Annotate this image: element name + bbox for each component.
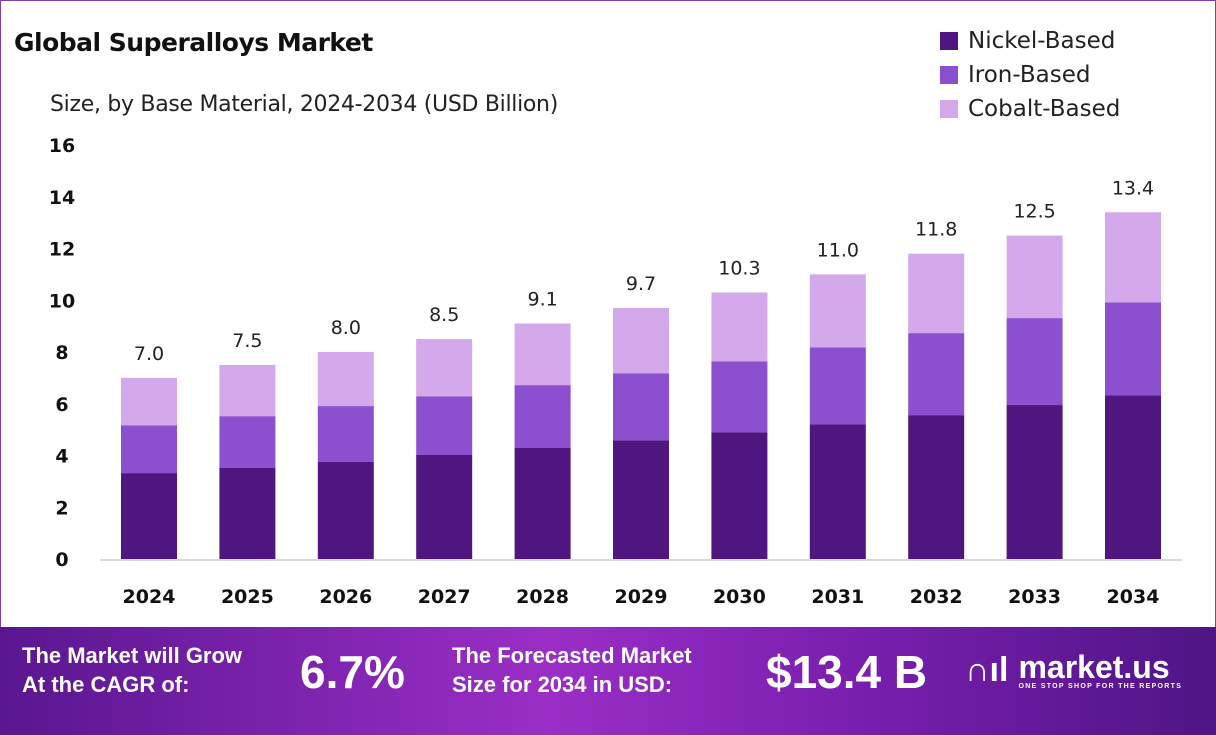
bar-segment-nickel-based: [514, 447, 571, 559]
data-label: 9.1: [527, 289, 557, 311]
cagr-label: The Market will Grow At the CAGR of:: [22, 641, 242, 699]
bar-segment-cobalt-based: [613, 308, 669, 374]
x-tick-label: 2034: [1107, 586, 1160, 608]
data-label: 11.8: [915, 219, 957, 241]
chart-title: Global Superalloys Market: [14, 28, 373, 57]
bar-segment-nickel-based: [711, 432, 768, 559]
bar-segment-nickel-based: [1006, 405, 1063, 559]
logo-name: market.us: [1018, 649, 1170, 685]
cagr-label-line: At the CAGR of:: [22, 672, 190, 697]
legend-swatch: [940, 32, 958, 50]
y-tick-label: 2: [55, 497, 68, 519]
legend-item-nickel: Nickel-Based: [940, 24, 1120, 58]
legend-item-iron: Iron-Based: [940, 58, 1120, 92]
legend-label: Iron-Based: [968, 62, 1091, 88]
data-label: 10.3: [718, 257, 760, 279]
bar-segment-cobalt-based: [711, 292, 768, 362]
bar-segment-iron-based: [121, 425, 177, 474]
y-tick-label: 6: [55, 394, 68, 416]
bar-segment-cobalt-based: [1006, 235, 1063, 319]
bar-segment-cobalt-based: [121, 377, 177, 426]
data-label: 12.5: [1013, 201, 1055, 223]
bar-segment-cobalt-based: [416, 339, 473, 397]
bar-segment-iron-based: [908, 333, 965, 416]
bar-segment-cobalt-based: [514, 323, 571, 386]
y-tick-label: 0: [55, 549, 68, 571]
bar-segment-iron-based: [317, 406, 374, 462]
forecast-label-line: The Forecasted Market: [452, 643, 692, 668]
bar-segment-nickel-based: [809, 424, 866, 559]
x-tick-label: 2024: [123, 586, 176, 608]
bar-segment-nickel-based: [219, 467, 276, 559]
y-tick-label: 16: [49, 135, 75, 157]
bar-segment-iron-based: [711, 361, 768, 433]
bar-segment-nickel-based: [416, 454, 473, 559]
legend-swatch: [940, 66, 958, 84]
logo-tagline: ONE STOP SHOP FOR THE REPORTS: [1018, 683, 1183, 690]
forecast-label-line: Size for 2034 in USD:: [452, 672, 673, 697]
data-label: 13.4: [1112, 177, 1154, 199]
legend-item-cobalt: Cobalt-Based: [940, 92, 1120, 126]
forecast-label: The Forecasted Market Size for 2034 in US…: [452, 641, 692, 699]
legend-swatch: [940, 100, 958, 118]
x-tick-label: 2026: [319, 586, 372, 608]
cagr-value: 6.7%: [300, 646, 405, 698]
x-tick-label: 2029: [615, 586, 668, 608]
bar-segment-iron-based: [809, 347, 866, 425]
x-tick-label: 2030: [713, 586, 766, 608]
data-label: 8.5: [429, 304, 459, 326]
legend-label: Nickel-Based: [968, 28, 1116, 54]
x-tick-label: 2025: [221, 586, 274, 608]
data-label: 7.5: [232, 330, 262, 352]
summary-banner: The Market will Grow At the CAGR of: 6.7%…: [0, 627, 1216, 735]
data-label: 8.0: [331, 317, 361, 339]
bar-segment-nickel-based: [121, 473, 177, 559]
x-tick-label: 2031: [811, 586, 864, 608]
bar-segment-cobalt-based: [219, 364, 276, 417]
y-tick-label: 4: [55, 446, 68, 468]
y-tick-label: 8: [55, 342, 68, 364]
bar-segment-iron-based: [416, 396, 473, 455]
market-us-logo: ∩ıl market.us ONE STOP SHOP FOR THE REPOR…: [965, 651, 1182, 690]
data-label: 7.0: [134, 343, 164, 365]
bar-segment-nickel-based: [908, 415, 965, 559]
bar-segment-iron-based: [1105, 302, 1161, 396]
y-tick-label: 12: [49, 239, 75, 261]
x-tick-label: 2032: [910, 586, 963, 608]
legend: Nickel-Based Iron-Based Cobalt-Based: [940, 24, 1120, 126]
legend-label: Cobalt-Based: [968, 96, 1121, 122]
bar-segment-cobalt-based: [1105, 212, 1161, 303]
bar-segment-iron-based: [1006, 318, 1063, 406]
bar-segment-cobalt-based: [317, 352, 374, 407]
cagr-label-line: The Market will Grow: [22, 643, 243, 668]
bar-chart: 0 2 4 6 8 10 12 14 16 7.0 2024 7.5 2025 8.0 2026 8.5 202…: [49, 135, 1182, 608]
bar-segment-nickel-based: [1105, 395, 1161, 559]
chart-subtitle: Size, by Base Material, 2024-2034 (USD B…: [50, 92, 558, 117]
data-label: 11.0: [817, 239, 859, 261]
data-label: 9.7: [626, 273, 656, 295]
bar-segment-cobalt-based: [809, 274, 866, 348]
x-tick-label: 2028: [516, 586, 569, 608]
bar-segment-iron-based: [613, 373, 669, 441]
x-tick-label: 2033: [1008, 586, 1061, 608]
bar-segment-nickel-based: [317, 461, 374, 559]
bar-segment-iron-based: [219, 416, 276, 468]
bar-segment-iron-based: [514, 385, 571, 448]
y-tick-label: 10: [49, 290, 75, 312]
forecast-value: $13.4 B: [766, 646, 928, 698]
y-tick-label: 14: [49, 187, 75, 209]
bar-segment-cobalt-based: [908, 253, 965, 334]
bar-segment-nickel-based: [613, 440, 669, 559]
logo-icon: ∩ıl: [965, 651, 1009, 689]
x-tick-label: 2027: [418, 586, 471, 608]
